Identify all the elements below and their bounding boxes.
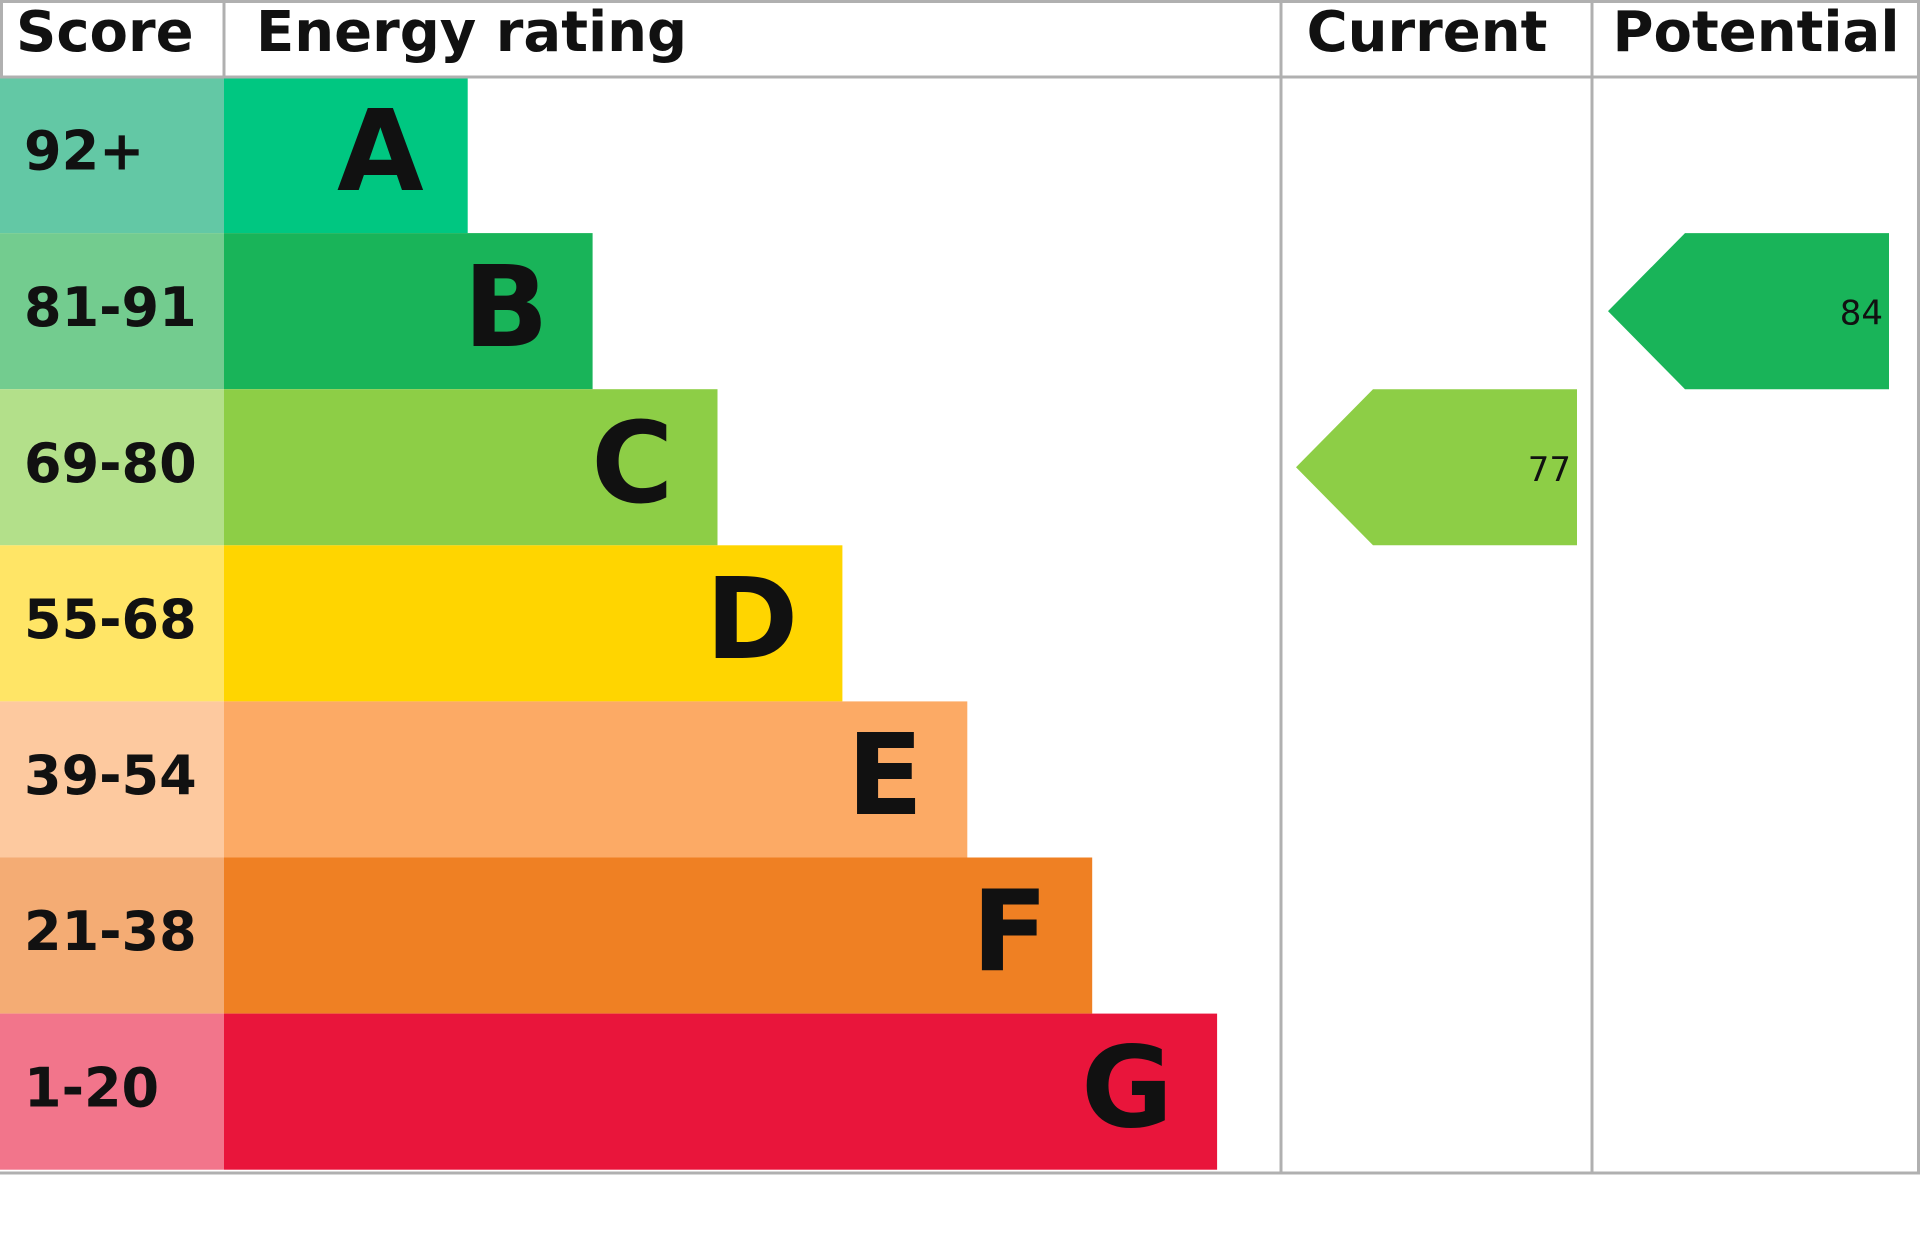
rating-letter: D bbox=[705, 555, 798, 685]
rating-bar bbox=[224, 1013, 1218, 1170]
score-range: 69-80 bbox=[24, 432, 197, 495]
rating-letter: E bbox=[847, 711, 924, 841]
score-cell bbox=[0, 1013, 224, 1170]
header-current: Current bbox=[1307, 0, 1548, 65]
rating-bar bbox=[224, 701, 968, 858]
score-cell bbox=[0, 77, 224, 234]
rating-bar bbox=[224, 77, 468, 234]
score-range: 92+ bbox=[24, 120, 144, 183]
potential-value: 84 bbox=[1840, 294, 1883, 334]
score-cell bbox=[0, 545, 224, 702]
rating-letter: A bbox=[337, 87, 424, 217]
score-range: 81-91 bbox=[24, 276, 197, 339]
rating-letter: B bbox=[463, 243, 548, 373]
current-arrow bbox=[1296, 389, 1577, 546]
header-rating: Energy rating bbox=[256, 0, 687, 65]
rating-bar bbox=[224, 389, 718, 546]
rows: 92+ A 81-91 B 69-80 C 55-68 D 39-54 E 21-38 F 1-20 G bbox=[0, 77, 1218, 1170]
rating-bar bbox=[224, 857, 1093, 1014]
rating-bar bbox=[224, 545, 843, 702]
potential-arrow bbox=[1608, 233, 1889, 390]
score-range: 1-20 bbox=[24, 1056, 159, 1119]
rating-letter: C bbox=[591, 399, 673, 529]
score-range: 39-54 bbox=[24, 744, 197, 807]
header-score: Score bbox=[16, 0, 194, 65]
score-cell bbox=[0, 233, 224, 390]
score-cell bbox=[0, 389, 224, 546]
header-potential: Potential bbox=[1612, 0, 1899, 65]
rating-bar bbox=[224, 233, 593, 390]
rating-letter: G bbox=[1081, 1023, 1173, 1153]
score-range: 55-68 bbox=[24, 588, 197, 651]
score-cell bbox=[0, 857, 224, 1014]
current-value: 77 bbox=[1528, 450, 1571, 490]
score-range: 21-38 bbox=[24, 900, 197, 963]
score-cell bbox=[0, 701, 224, 858]
rating-letter: F bbox=[972, 867, 1049, 997]
